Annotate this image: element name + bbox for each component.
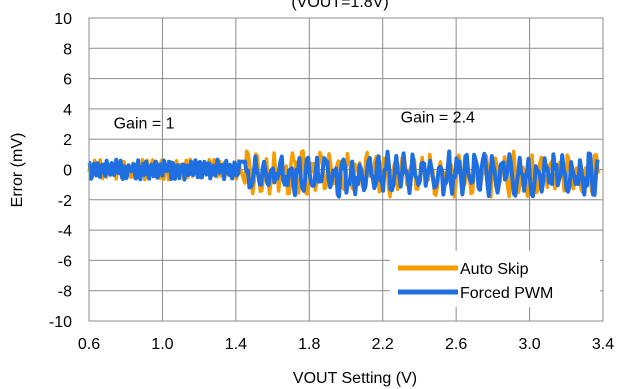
legend-box: [390, 251, 600, 307]
y-tick-label-8: 6: [63, 72, 72, 89]
series-layer: [87, 149, 601, 199]
chart-title: (VOUT=1.8V): [291, 0, 388, 11]
x-tick-label-3: 1.8: [298, 336, 320, 353]
x-axis-label: VOUT Setting (V): [293, 370, 417, 387]
y-tick-label-0: -10: [49, 314, 72, 331]
x-tick-label-4: 2.2: [372, 336, 394, 353]
y-tick-label-9: 8: [63, 41, 72, 58]
x-tick-label-7: 3.4: [592, 336, 614, 353]
x-tick-label-2: 1.4: [225, 336, 247, 353]
x-tick-label-6: 3.0: [518, 336, 540, 353]
x-tick-labels: 0.6 1.0 1.4 1.8 2.2 2.6 3.0 3.4: [78, 336, 614, 353]
x-tick-label-0: 0.6: [78, 336, 100, 353]
annotations: Gain = 1 Gain = 2.4: [114, 110, 475, 133]
legend-label-auto-skip: Auto Skip: [460, 261, 529, 278]
y-tick-label-6: 2: [63, 132, 72, 149]
y-tick-label-10: 10: [54, 11, 72, 28]
x-tick-label-1: 1.0: [151, 336, 173, 353]
y-tick-label-3: -4: [58, 223, 72, 240]
y-tick-label-7: 4: [63, 102, 72, 119]
y-tick-label-2: -6: [58, 253, 72, 270]
annotation-1: Gain = 2.4: [401, 110, 475, 127]
y-tick-label-1: -8: [58, 284, 72, 301]
y-tick-label-4: -2: [58, 193, 72, 210]
y-axis-label: Error (mV): [9, 133, 26, 208]
legend-label-forced-pwm: Forced PWM: [460, 285, 553, 302]
annotation-0: Gain = 1: [114, 116, 175, 133]
legend: Auto Skip Forced PWM: [390, 251, 600, 307]
plot-frame: [88, 17, 604, 322]
series-line-forced-pwm: [87, 149, 600, 199]
y-tick-label-5: 0: [63, 163, 72, 180]
x-tick-label-5: 2.6: [445, 336, 467, 353]
y-tick-labels: -10 -8 -6 -4 -2 0 2 4 6 8 10: [49, 11, 72, 331]
